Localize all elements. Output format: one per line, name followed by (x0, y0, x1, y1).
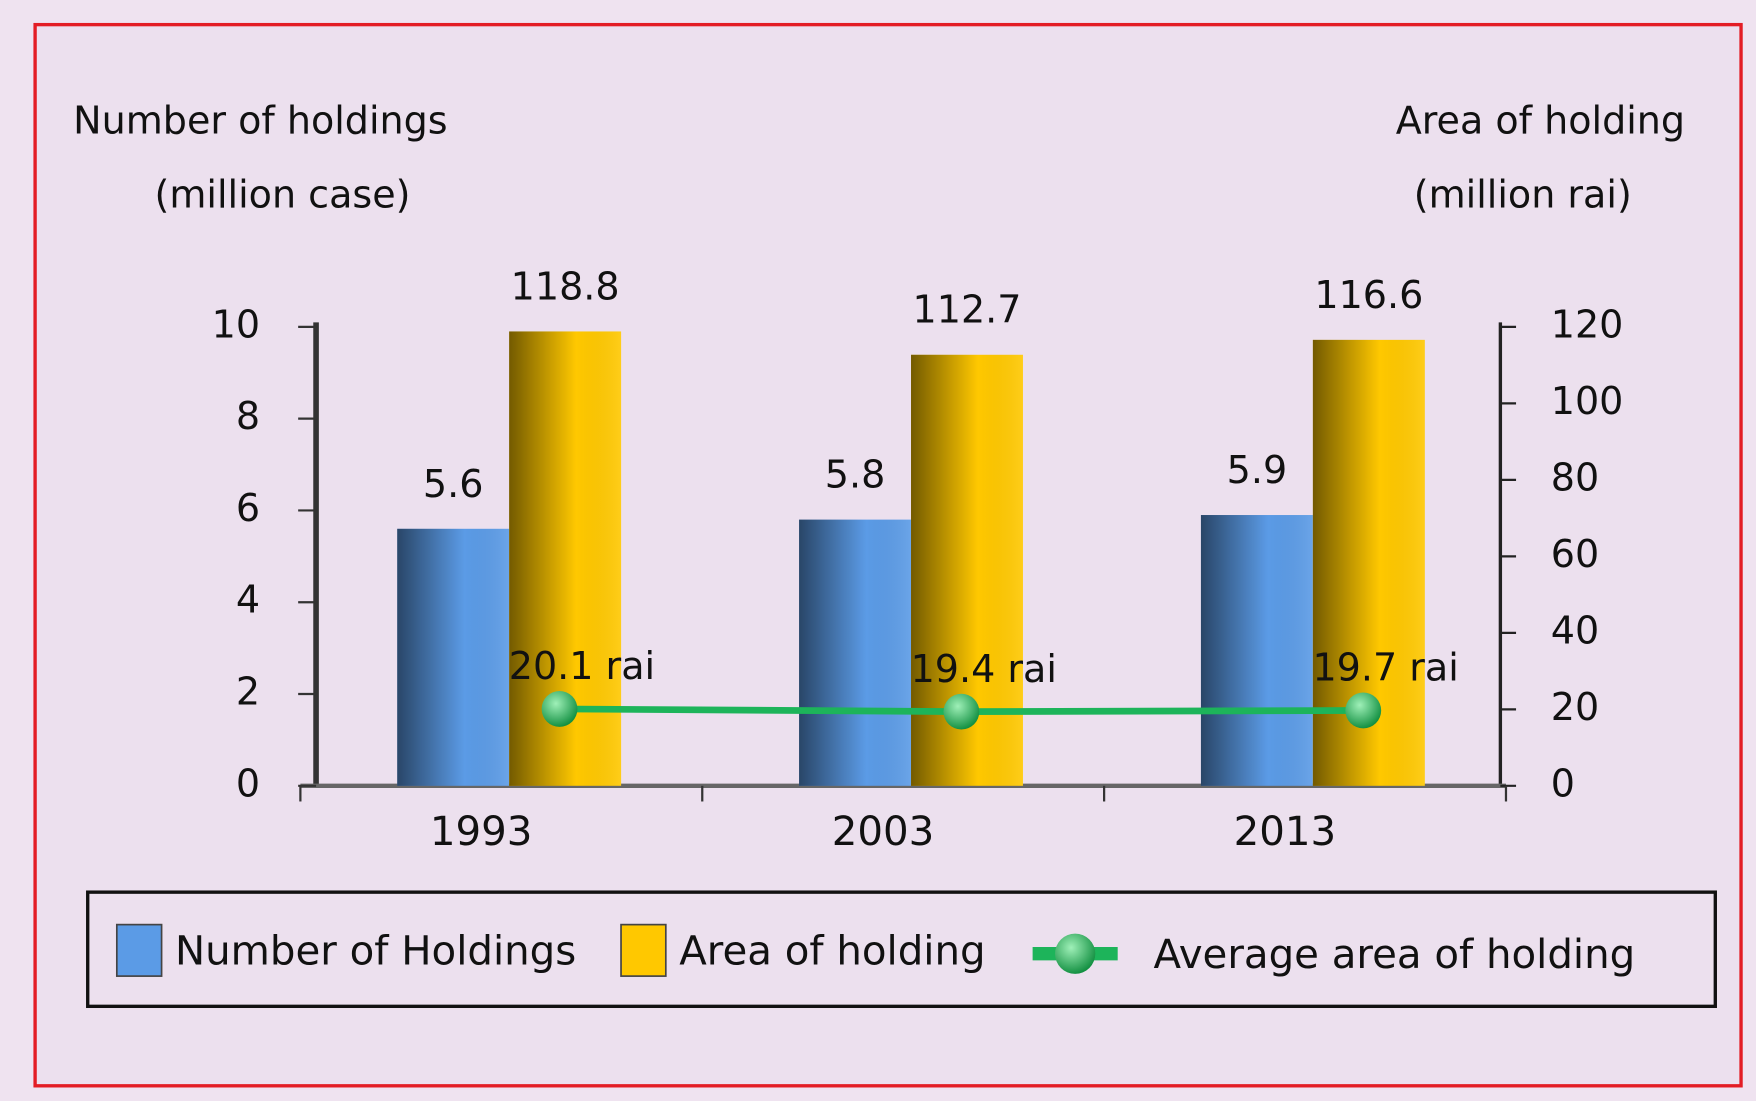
data-label: 5.6 (423, 462, 484, 506)
data-label: 112.7 (913, 288, 1022, 332)
data-label: 5.8 (825, 453, 886, 497)
y-tick-label: 10 (212, 302, 260, 346)
y2-tick-label: 60 (1551, 532, 1599, 576)
legend-label: Number of Holdings (175, 928, 576, 975)
y2-axis-title: Area of holding (1396, 99, 1685, 143)
data-label: 20.1 rai (509, 644, 655, 688)
data-label: 118.8 (511, 264, 620, 308)
data-label: 19.4 rai (911, 647, 1057, 691)
y2-tick-label: 40 (1551, 608, 1599, 652)
y2-tick-label: 100 (1551, 379, 1624, 423)
x-tick-label: 2003 (832, 808, 935, 855)
y-tick-label: 4 (236, 578, 260, 622)
legend-label: Area of holding (679, 928, 985, 975)
line-marker (541, 691, 578, 727)
bar-shade (1200, 515, 1313, 786)
bar-shade (799, 519, 912, 786)
data-label: 116.6 (1314, 273, 1423, 317)
y2-tick-label: 20 (1551, 685, 1599, 729)
y2-tick-label: 80 (1551, 455, 1599, 499)
legend-swatch (115, 923, 163, 977)
y-tick-label: 8 (236, 394, 260, 438)
data-label: 19.7 rai (1312, 646, 1458, 690)
legend-swatch (620, 923, 667, 977)
y2-axis-title: (million rai) (1414, 173, 1632, 217)
x-tick-label: 2013 (1234, 808, 1337, 855)
line-marker (1345, 692, 1382, 729)
y2-tick-label: 120 (1551, 302, 1624, 346)
legend-marker (1055, 933, 1096, 974)
bar-shade (397, 528, 510, 786)
legend-box (86, 890, 1717, 1009)
y-tick-label: 0 (236, 761, 260, 805)
data-label: 5.9 (1227, 448, 1288, 492)
y-tick-label: 2 (236, 670, 260, 714)
y-tick-label: 6 (236, 486, 260, 530)
line-marker (943, 693, 980, 730)
y-axis-title: Number of holdings (73, 99, 447, 143)
x-tick-label: 1993 (430, 808, 533, 855)
y-axis-title: (million case) (154, 173, 410, 217)
y2-tick-label: 0 (1551, 761, 1575, 805)
legend-label: Average area of holding (1154, 931, 1636, 978)
